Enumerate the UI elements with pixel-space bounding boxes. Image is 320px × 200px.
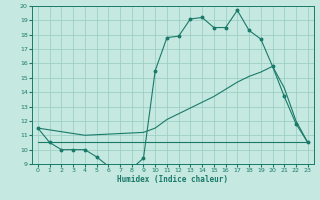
X-axis label: Humidex (Indice chaleur): Humidex (Indice chaleur): [117, 175, 228, 184]
